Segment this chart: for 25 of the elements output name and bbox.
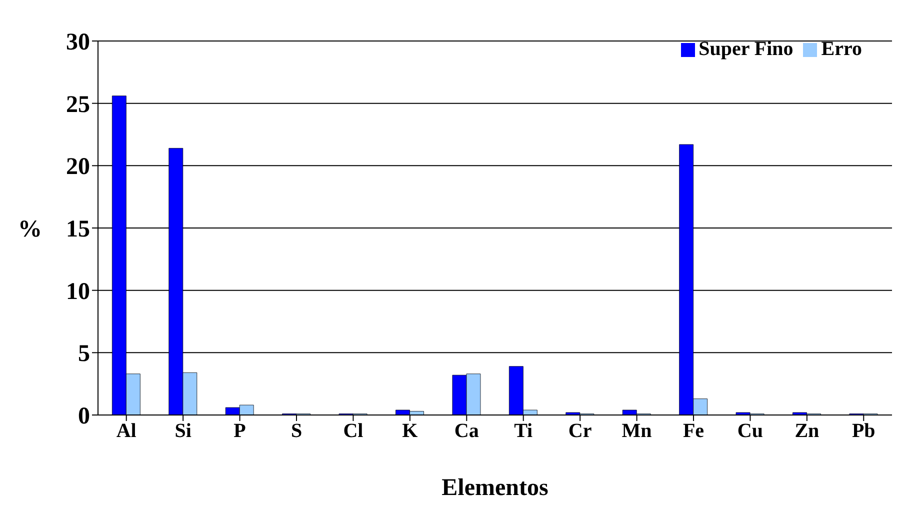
legend-label: Erro [821,38,862,60]
x-tick-label: Zn [794,420,820,442]
x-tick-label: Al [116,420,137,442]
y-tick-label: 25 [66,92,90,118]
x-tick-label: Fe [682,420,704,442]
x-axis-title: Elementos [442,475,548,501]
x-tick-label: Cu [737,420,764,442]
y-tick-label: 20 [66,154,90,180]
y-tick-label: 10 [66,278,90,305]
x-tick-label: K [402,420,418,442]
y-tick-label: 15 [66,216,90,243]
x-tick-label: Mn [622,420,652,442]
x-tick-label: Ti [514,420,534,442]
x-tick-label: Cr [568,420,592,442]
y-tick-label: 30 [66,30,90,56]
x-tick-label: Ca [454,420,479,442]
y-tick-label: 5 [78,341,90,368]
legend-label: Super Fino [698,38,794,60]
x-tick-label: P [234,420,246,442]
y-tick-label: 0 [78,404,90,430]
x-tick-label: Cl [343,420,364,442]
y-axis-title: % [18,216,42,243]
x-tick-label: Si [174,420,192,442]
x-tick-label: S [290,420,302,442]
x-tick-label: Pb [852,420,876,442]
